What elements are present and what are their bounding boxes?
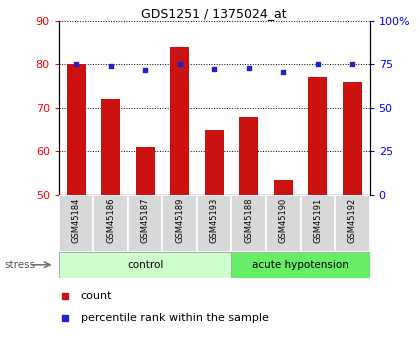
Bar: [239, 117, 258, 195]
Bar: [205, 130, 224, 195]
Point: [280, 69, 286, 75]
Bar: [163, 195, 197, 252]
Text: GSM45184: GSM45184: [71, 198, 81, 243]
Bar: [301, 195, 335, 252]
Text: GSM45191: GSM45191: [313, 198, 322, 243]
Bar: [59, 195, 93, 252]
Bar: [128, 195, 163, 252]
Bar: [343, 82, 362, 195]
Text: control: control: [127, 260, 163, 270]
Text: GSM45192: GSM45192: [348, 198, 357, 243]
Text: GSM45193: GSM45193: [210, 198, 219, 243]
Point: [211, 66, 218, 71]
Bar: [274, 180, 293, 195]
Point: [107, 63, 114, 69]
Text: GSM45188: GSM45188: [244, 198, 253, 243]
Text: percentile rank within the sample: percentile rank within the sample: [81, 313, 268, 323]
Bar: [59, 252, 231, 278]
Point: [315, 61, 321, 67]
Text: acute hypotension: acute hypotension: [252, 260, 349, 270]
Bar: [197, 195, 231, 252]
Bar: [136, 147, 155, 195]
Bar: [170, 47, 189, 195]
Bar: [335, 195, 370, 252]
Point: [349, 61, 356, 67]
Bar: [101, 99, 120, 195]
Point: [245, 65, 252, 70]
Bar: [66, 64, 86, 195]
Text: GSM45189: GSM45189: [175, 198, 184, 243]
Bar: [93, 195, 128, 252]
Text: GSM45187: GSM45187: [141, 198, 150, 243]
Title: GDS1251 / 1375024_at: GDS1251 / 1375024_at: [142, 7, 287, 20]
Point: [73, 61, 79, 67]
Point: [176, 61, 183, 67]
Bar: [308, 77, 327, 195]
Bar: [266, 195, 301, 252]
Text: count: count: [81, 292, 112, 302]
Text: GSM45186: GSM45186: [106, 198, 115, 243]
Text: stress: stress: [4, 260, 35, 270]
Bar: [231, 252, 370, 278]
Bar: [231, 195, 266, 252]
Point: [142, 68, 149, 73]
Text: GSM45190: GSM45190: [279, 198, 288, 243]
